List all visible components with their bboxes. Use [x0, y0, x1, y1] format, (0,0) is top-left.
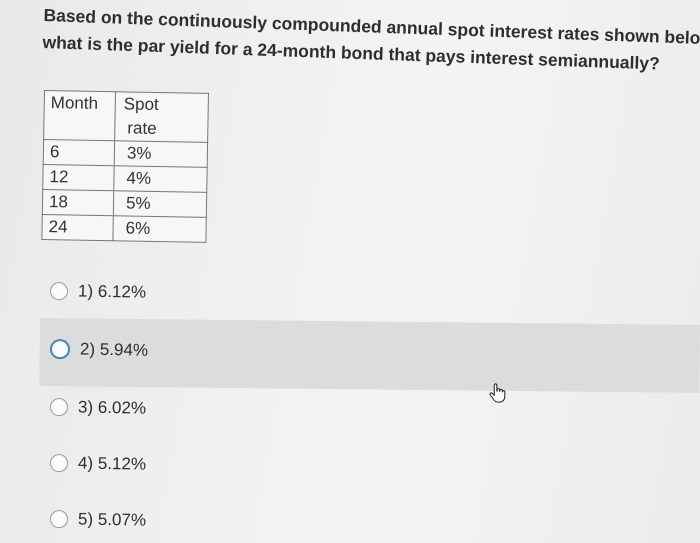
- spot-rate-table: Month Spot rate 6 3% 12 4% 18 5% 24 6%: [41, 90, 209, 243]
- option-label: 3) 6.02%: [77, 397, 147, 418]
- radio-button-icon[interactable]: [49, 510, 69, 529]
- spot-rate-header: Spot rate: [114, 91, 209, 143]
- month-cell: 12: [42, 164, 115, 191]
- table-header-row: Month Spot rate: [43, 90, 209, 143]
- answer-option-2[interactable]: 2) 5.94%: [49, 339, 149, 361]
- month-cell: 18: [42, 189, 114, 216]
- table-row: 24 6%: [41, 214, 207, 243]
- option-label: 4) 5.12%: [77, 453, 147, 474]
- month-cell: 6: [43, 139, 115, 166]
- rate-cell: 6%: [112, 215, 207, 243]
- month-header: Month: [43, 90, 116, 141]
- answer-option-5[interactable]: 5) 5.07%: [49, 509, 147, 531]
- table-row: 18 5%: [42, 189, 207, 218]
- rate-cell: 4%: [113, 165, 208, 193]
- rate-cell: 5%: [113, 190, 207, 218]
- spot-header-line-2: rate: [127, 118, 157, 138]
- table-row: 6 3%: [43, 139, 208, 168]
- option-label: 1) 6.12%: [77, 281, 147, 302]
- rate-cell: 3%: [114, 140, 208, 168]
- spot-header-line-1: Spot: [123, 94, 159, 115]
- option-label: 2) 5.94%: [79, 339, 149, 360]
- answer-option-4[interactable]: 4) 5.12%: [49, 453, 147, 475]
- radio-button-icon[interactable]: [49, 398, 69, 417]
- month-cell: 24: [41, 214, 114, 241]
- table-row: 12 4%: [42, 164, 208, 193]
- radio-button-icon[interactable]: [49, 339, 71, 360]
- option-label: 5) 5.07%: [77, 509, 147, 530]
- question-text: Based on the continuously compounded ann…: [42, 2, 700, 80]
- radio-button-icon[interactable]: [49, 282, 69, 301]
- hand-pointer-icon: [489, 383, 506, 403]
- radio-button-icon[interactable]: [49, 454, 69, 473]
- answer-option-3[interactable]: 3) 6.02%: [49, 397, 147, 419]
- answer-option-1[interactable]: 1) 6.12%: [49, 281, 147, 303]
